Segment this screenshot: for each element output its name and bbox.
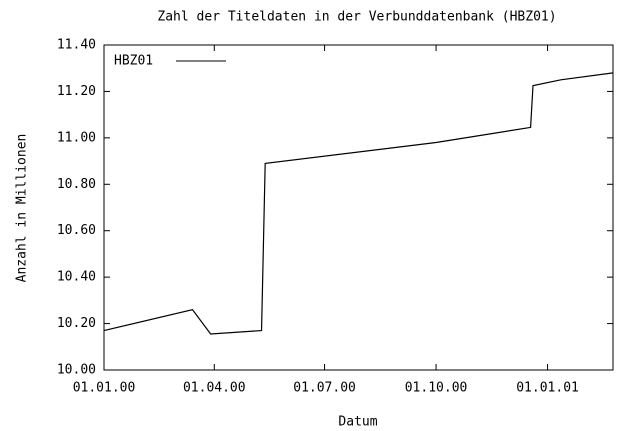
- y-tick-label: 11.20: [57, 84, 96, 99]
- y-tick-label: 10.00: [57, 363, 96, 378]
- y-tick-label: 10.60: [57, 223, 96, 238]
- y-tick-label: 10.40: [57, 270, 96, 285]
- x-tick-label: 01.01.00: [73, 381, 136, 396]
- plot-frame: [103, 44, 614, 371]
- y-tick-label: 10.80: [57, 177, 96, 192]
- y-tick-label: 11.40: [57, 38, 96, 53]
- x-tick-label: 01.10.00: [405, 381, 468, 396]
- x-tick-label: 01.04.00: [183, 381, 246, 396]
- x-tick-label: 01.01.01: [516, 381, 579, 396]
- x-tick-label: 01.07.00: [293, 381, 356, 396]
- chart-title: Zahl der Titeldaten in der Verbunddatenb…: [157, 10, 556, 25]
- data-line: [103, 72, 614, 335]
- y-axis-label: Anzahl in Millionen: [15, 134, 30, 283]
- x-axis-label: Datum: [338, 415, 377, 430]
- legend-label: HBZ01: [114, 54, 153, 69]
- y-tick-label: 10.20: [57, 316, 96, 331]
- y-tick-label: 11.00: [57, 130, 96, 145]
